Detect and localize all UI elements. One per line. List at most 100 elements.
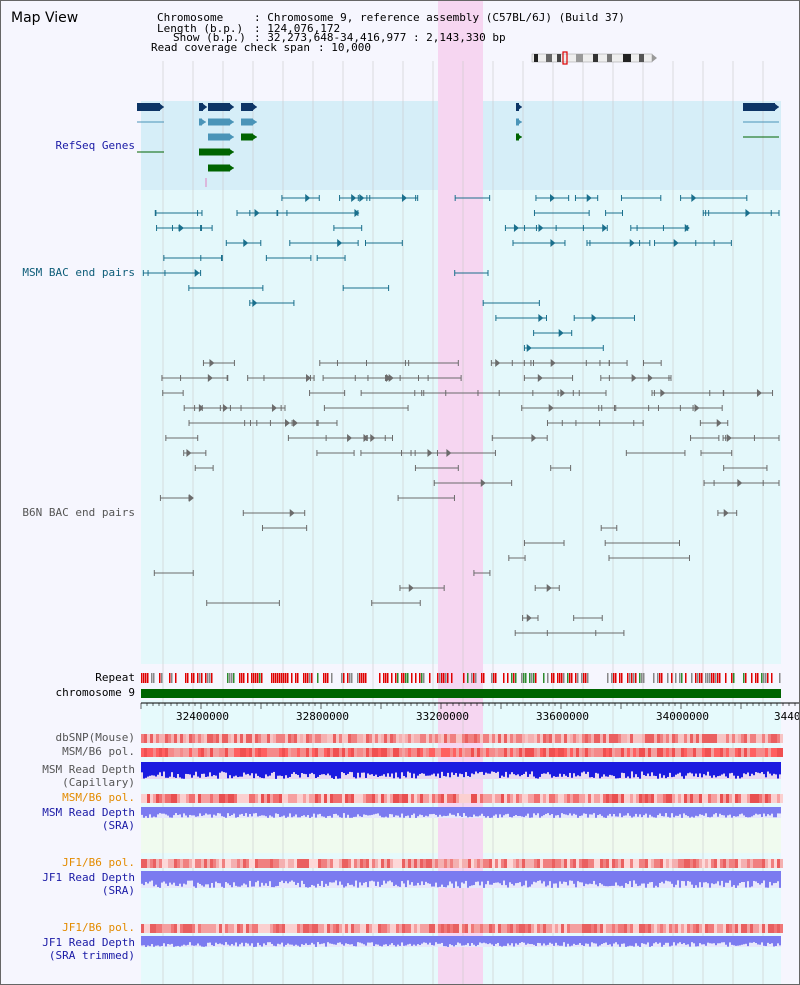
depth-bar bbox=[665, 807, 667, 814]
depth-bar bbox=[165, 762, 167, 778]
heat-cell bbox=[351, 734, 354, 743]
depth-bar bbox=[645, 936, 647, 945]
track-label-refseq[interactable]: RefSeq Genes bbox=[55, 139, 135, 152]
track-label-jf1-b6-pol[interactable]: JF1/B6 pol. bbox=[62, 856, 135, 869]
heat-cell bbox=[270, 924, 273, 933]
depth-bar bbox=[239, 807, 241, 815]
depth-bar bbox=[725, 936, 727, 945]
depth-bar bbox=[229, 871, 231, 886]
depth-bar bbox=[609, 871, 611, 887]
heat-cell bbox=[777, 794, 780, 803]
depth-bar bbox=[733, 871, 735, 886]
heat-cell bbox=[645, 794, 648, 803]
depth-bar bbox=[575, 871, 577, 888]
depth-bar bbox=[375, 807, 377, 814]
track-label-msm-read-depth-sra[interactable]: MSM Read Depth bbox=[42, 806, 135, 819]
depth-bar bbox=[229, 936, 231, 946]
depth-bar bbox=[613, 936, 615, 944]
track-label-dbsnp[interactable]: dbSNP(Mouse) bbox=[55, 731, 135, 744]
depth-bar bbox=[315, 871, 317, 888]
heat-cell bbox=[642, 794, 645, 803]
track-label-jf1-read-depth-trimmed[interactable]: JF1 Read Depth bbox=[42, 936, 135, 949]
heat-cell bbox=[435, 734, 438, 743]
heat-cell bbox=[252, 734, 255, 743]
heat-cell bbox=[684, 859, 687, 868]
depth-bar bbox=[503, 871, 505, 881]
depth-bar bbox=[233, 871, 235, 883]
heat-cell bbox=[762, 859, 765, 868]
heat-cell bbox=[519, 734, 522, 743]
depth-bar bbox=[297, 807, 299, 818]
depth-bar bbox=[705, 936, 707, 946]
heat-cell bbox=[720, 859, 723, 868]
depth-bar bbox=[549, 762, 551, 775]
depth-bar bbox=[437, 807, 439, 817]
heat-cell bbox=[381, 924, 384, 933]
depth-bar bbox=[717, 871, 719, 882]
heat-cell bbox=[633, 734, 636, 743]
track-label-msm-b6-pol-sra[interactable]: MSM/B6 pol. bbox=[62, 791, 135, 804]
heat-cell bbox=[729, 924, 732, 933]
gene-exon bbox=[199, 103, 203, 111]
depth-bar bbox=[383, 762, 385, 775]
repeat-mark bbox=[227, 673, 229, 683]
track-label-jf1-b6-pol-2[interactable]: JF1/B6 pol. bbox=[62, 921, 135, 934]
depth-bar bbox=[463, 871, 465, 884]
heat-cell bbox=[699, 859, 702, 868]
depth-bar bbox=[263, 762, 265, 779]
heat-cell bbox=[696, 748, 699, 757]
depth-bar bbox=[483, 871, 485, 888]
heat-cell bbox=[708, 734, 711, 743]
depth-bar bbox=[581, 762, 583, 773]
heat-cell bbox=[255, 859, 258, 868]
depth-bar bbox=[447, 762, 449, 773]
heat-cell bbox=[630, 924, 633, 933]
heat-cell bbox=[306, 859, 309, 868]
depth-bar bbox=[741, 807, 743, 814]
heat-cell bbox=[270, 748, 273, 757]
depth-bar bbox=[409, 936, 411, 944]
track-label-msm-read-depth-capillary[interactable]: MSM Read Depth bbox=[42, 763, 135, 776]
heat-cell bbox=[210, 859, 213, 868]
heat-cell bbox=[186, 924, 189, 933]
depth-bar bbox=[301, 762, 303, 774]
heat-cell bbox=[375, 748, 378, 757]
depth-bar bbox=[177, 936, 179, 946]
track-label-msm-b6-pol[interactable]: MSM/B6 pol. bbox=[62, 745, 135, 758]
depth-bar bbox=[413, 762, 415, 774]
depth-bar bbox=[743, 807, 745, 816]
heat-cell bbox=[249, 748, 252, 757]
heat-cell bbox=[216, 734, 219, 743]
bac-end-marker bbox=[723, 509, 729, 517]
depth-bar bbox=[755, 807, 757, 814]
repeat-mark bbox=[429, 673, 431, 683]
heat-cell bbox=[396, 924, 399, 933]
heat-cell bbox=[327, 924, 330, 933]
track-label-msm-bac[interactable]: MSM BAC end pairs bbox=[22, 266, 135, 279]
depth-bar bbox=[409, 871, 411, 885]
heat-cell bbox=[510, 734, 513, 743]
heat-cell bbox=[591, 859, 594, 868]
track-label-jf1-read-depth[interactable]: JF1 Read Depth bbox=[42, 871, 135, 884]
depth-bar bbox=[573, 762, 575, 774]
bac-end-marker bbox=[550, 194, 556, 202]
depth-bar bbox=[423, 871, 425, 885]
depth-bar bbox=[689, 807, 691, 818]
depth-bar bbox=[315, 936, 317, 947]
heat-cell bbox=[318, 794, 321, 803]
bac-end-marker bbox=[408, 584, 414, 592]
track-label-b6n-bac[interactable]: B6N BAC end pairs bbox=[22, 506, 135, 519]
depth-bar bbox=[249, 871, 251, 881]
depth-bar bbox=[725, 871, 727, 883]
repeat-mark bbox=[483, 673, 485, 683]
heat-cell bbox=[615, 859, 618, 868]
depth-bar bbox=[543, 871, 545, 882]
heat-cell bbox=[279, 859, 282, 868]
depth-bar bbox=[659, 871, 661, 884]
heat-cell bbox=[465, 748, 468, 757]
heat-cell bbox=[456, 859, 459, 868]
depth-bar bbox=[561, 807, 563, 814]
depth-bar bbox=[695, 762, 697, 774]
repeat-mark bbox=[481, 673, 483, 683]
